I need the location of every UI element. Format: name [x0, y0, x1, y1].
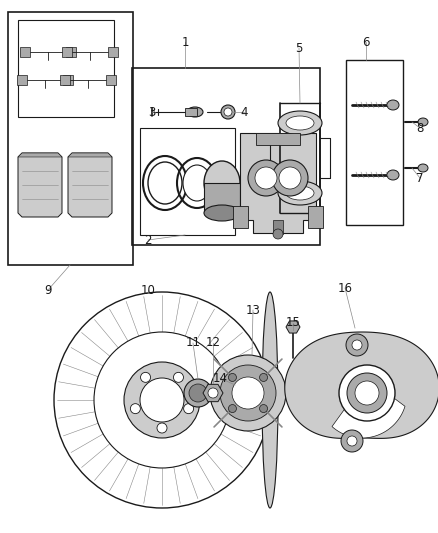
Bar: [18, 20, 114, 117]
Polygon shape: [332, 378, 405, 438]
Ellipse shape: [183, 165, 211, 201]
Text: 12: 12: [205, 336, 220, 350]
Bar: [346, 60, 403, 225]
Polygon shape: [68, 153, 112, 217]
Text: 14: 14: [212, 372, 227, 384]
Ellipse shape: [387, 100, 399, 110]
Circle shape: [141, 373, 151, 382]
Bar: [63, 75, 73, 85]
Circle shape: [229, 374, 237, 382]
Polygon shape: [285, 332, 438, 438]
Circle shape: [124, 362, 200, 438]
Circle shape: [229, 405, 237, 413]
Ellipse shape: [221, 105, 235, 119]
Circle shape: [255, 167, 277, 189]
Text: 6: 6: [362, 36, 370, 49]
Circle shape: [347, 373, 387, 413]
Text: 8: 8: [416, 122, 424, 134]
Bar: [233, 206, 248, 228]
Circle shape: [347, 436, 357, 446]
Ellipse shape: [210, 355, 286, 431]
Text: 3: 3: [148, 106, 155, 118]
Bar: [273, 220, 283, 234]
Bar: [256, 133, 300, 145]
Ellipse shape: [189, 384, 207, 402]
Ellipse shape: [204, 161, 240, 205]
Text: 1: 1: [181, 36, 189, 49]
Ellipse shape: [278, 111, 322, 135]
Bar: [60, 75, 70, 85]
Ellipse shape: [278, 181, 322, 205]
Polygon shape: [240, 133, 316, 233]
Polygon shape: [286, 321, 300, 333]
Circle shape: [157, 423, 167, 433]
Ellipse shape: [187, 107, 203, 117]
Text: 16: 16: [338, 281, 353, 295]
Ellipse shape: [286, 116, 314, 130]
Ellipse shape: [220, 365, 276, 421]
Bar: [185, 108, 197, 116]
Circle shape: [54, 292, 270, 508]
Circle shape: [272, 160, 308, 196]
Text: 13: 13: [246, 303, 261, 317]
Ellipse shape: [262, 292, 278, 508]
Text: 7: 7: [416, 172, 424, 184]
Polygon shape: [68, 153, 112, 157]
Text: 9: 9: [44, 284, 52, 296]
Polygon shape: [203, 384, 223, 402]
Ellipse shape: [418, 164, 428, 172]
Polygon shape: [18, 153, 62, 157]
Bar: [108, 47, 118, 57]
Circle shape: [279, 167, 301, 189]
Circle shape: [140, 378, 184, 422]
Bar: [62, 47, 72, 57]
Text: 5: 5: [295, 42, 303, 54]
Circle shape: [184, 403, 194, 414]
Circle shape: [248, 160, 284, 196]
Ellipse shape: [148, 162, 182, 204]
Circle shape: [208, 388, 218, 398]
Circle shape: [224, 108, 232, 116]
Ellipse shape: [286, 186, 314, 200]
Bar: [140, 128, 235, 235]
Ellipse shape: [204, 205, 240, 221]
Bar: [8, 12, 133, 265]
Ellipse shape: [418, 118, 428, 126]
Text: 2: 2: [144, 233, 152, 246]
Bar: [66, 47, 76, 57]
Text: 15: 15: [286, 317, 300, 329]
Circle shape: [339, 365, 395, 421]
Circle shape: [131, 403, 140, 414]
Ellipse shape: [387, 170, 399, 180]
Bar: [132, 68, 320, 245]
Bar: [17, 75, 27, 85]
Polygon shape: [18, 153, 62, 217]
Ellipse shape: [184, 379, 212, 407]
Bar: [204, 183, 240, 213]
Bar: [308, 206, 323, 228]
Text: 4: 4: [240, 106, 248, 118]
Circle shape: [355, 381, 379, 405]
Circle shape: [260, 374, 268, 382]
Circle shape: [273, 229, 283, 239]
Circle shape: [260, 405, 268, 413]
Bar: [106, 75, 116, 85]
Ellipse shape: [232, 377, 264, 409]
Text: 10: 10: [141, 284, 155, 296]
Circle shape: [346, 334, 368, 356]
Circle shape: [173, 373, 184, 382]
Circle shape: [341, 430, 363, 452]
Circle shape: [94, 332, 230, 468]
Circle shape: [352, 340, 362, 350]
Bar: [20, 47, 30, 57]
Text: 11: 11: [186, 336, 201, 350]
